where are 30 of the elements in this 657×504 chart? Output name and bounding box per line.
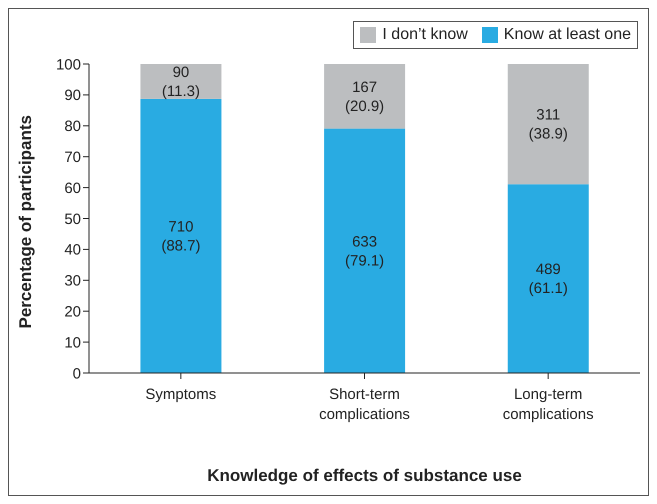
data-label: 167 (20.9) xyxy=(345,78,384,115)
x-tick-label: Long-term complications xyxy=(502,386,594,423)
data-label: 90 (11.3) xyxy=(162,64,200,100)
y-tick-label: 40 xyxy=(64,242,81,259)
data-label: 710 (88.7) xyxy=(161,218,201,254)
y-tick-label: 0 xyxy=(72,365,81,382)
y-tick-label: 50 xyxy=(64,210,81,228)
data-label: 311 (38.9) xyxy=(528,106,568,143)
y-tick-label: 100 xyxy=(56,56,81,74)
y-axis-title: Percentage of participants xyxy=(16,114,36,328)
x-tick-label: Short-term complications xyxy=(319,386,410,423)
x-axis-title: Knowledge of effects of substance use xyxy=(207,466,522,485)
y-tick-label: 10 xyxy=(64,334,81,352)
bar xyxy=(324,128,406,373)
y-tick-label: 30 xyxy=(64,272,81,290)
bar xyxy=(324,64,406,129)
bar xyxy=(508,64,589,184)
y-tick-label: 80 xyxy=(64,118,81,136)
legend-label: I don’t know xyxy=(382,26,468,44)
y-tick-label: 60 xyxy=(64,180,81,197)
x-tick-label: Symptoms xyxy=(145,386,216,403)
bar xyxy=(140,64,222,99)
data-label: 633 (79.1) xyxy=(345,233,384,270)
legend-label: Know at least one xyxy=(504,26,631,44)
bar xyxy=(508,184,589,373)
y-tick-label: 20 xyxy=(64,304,81,321)
bar xyxy=(140,98,222,373)
data-label: 489 (61.1) xyxy=(528,261,568,298)
y-tick-label: 70 xyxy=(64,149,81,166)
y-tick-label: 90 xyxy=(64,87,81,104)
